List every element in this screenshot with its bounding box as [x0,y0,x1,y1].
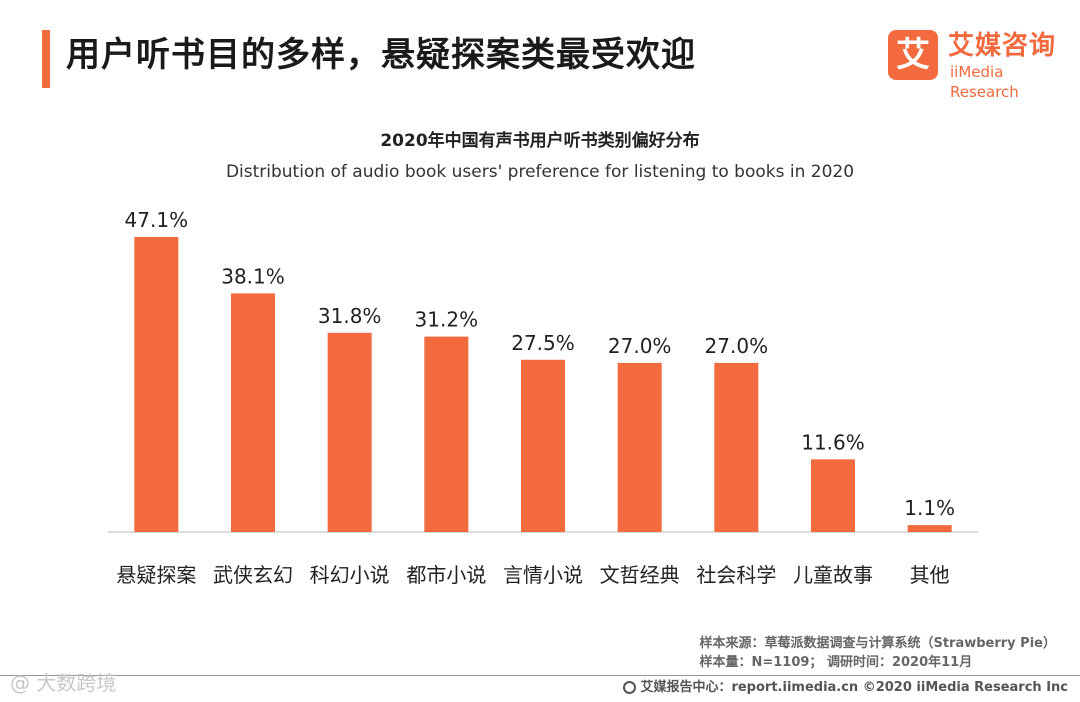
footer: 艾媒报告中心：report.iimedia.cn ©2020 iiMedia R… [623,678,1068,698]
bar-5 [521,359,565,532]
bar-6 [617,362,662,532]
source-note: 样本来源：草莓派数据调查与计算系统（Strawberry Pie） 样本量：N=… [699,634,1056,672]
category-label-2: 武侠玄幻 [213,563,293,587]
value-label-5: 27.5% [511,331,575,355]
category-label-1: 悬疑探案 [116,563,196,587]
chart-title: 2020年中国有声书用户听书类别偏好分布 [380,131,700,151]
logo-mark-icon: 艾 [888,30,938,80]
category-label-8: 儿童故事 [793,563,873,587]
chart-subtitle: Distribution of audio book users' prefer… [225,162,855,182]
watermark: @ 大数跨境 [10,671,117,695]
bar-9 [907,525,952,532]
bar-chart: 47.1% 38.1% 31.8% 31.2% 27.5% 27.0% 27.0% 11.6%… [108,208,978,587]
title-accent-bar [42,30,50,88]
page-title: 用户听书目的多样，悬疑探案类最受欢迎 [66,35,696,75]
category-label-9: 其他 [910,563,950,587]
value-label-7: 27.0% [705,334,769,358]
bar-8 [811,459,855,532]
bar-4 [424,336,469,532]
globe-icon [623,681,637,694]
category-label-6: 文哲经典 [600,563,680,587]
logo-name-en: iiMedia Research [950,63,1019,101]
footer-divider [0,675,1080,676]
footer-text: 艾媒报告中心：report.iimedia.cn ©2020 iiMedia R… [640,680,1068,695]
bar-2 [231,293,275,532]
bar-7 [714,362,759,532]
source-line-2: 样本量：N=1109； 调研时间：2020年11月 [699,655,973,670]
category-label-3: 科幻小说 [310,563,390,587]
value-label-6: 27.0% [608,334,672,358]
category-label-4: 都市小说 [406,563,486,587]
bar-3 [327,332,372,532]
value-label-1: 47.1% [125,208,189,232]
category-label-7: 社会科学 [696,563,776,587]
source-line-1: 样本来源：草莓派数据调查与计算系统（Strawberry Pie） [699,636,1056,651]
value-label-8: 11.6% [801,430,865,454]
iimedia-logo: 艾 艾媒咨询 iiMedia Research [888,30,1068,101]
value-label-9: 1.1% [904,496,955,520]
value-label-4: 31.2% [415,308,479,332]
category-label-5: 言情小说 [503,563,583,587]
value-label-3: 31.8% [318,304,382,328]
bar-1 [134,237,179,532]
logo-name-cn: 艾媒咨询 [948,31,1057,61]
value-label-2: 38.1% [221,264,285,288]
